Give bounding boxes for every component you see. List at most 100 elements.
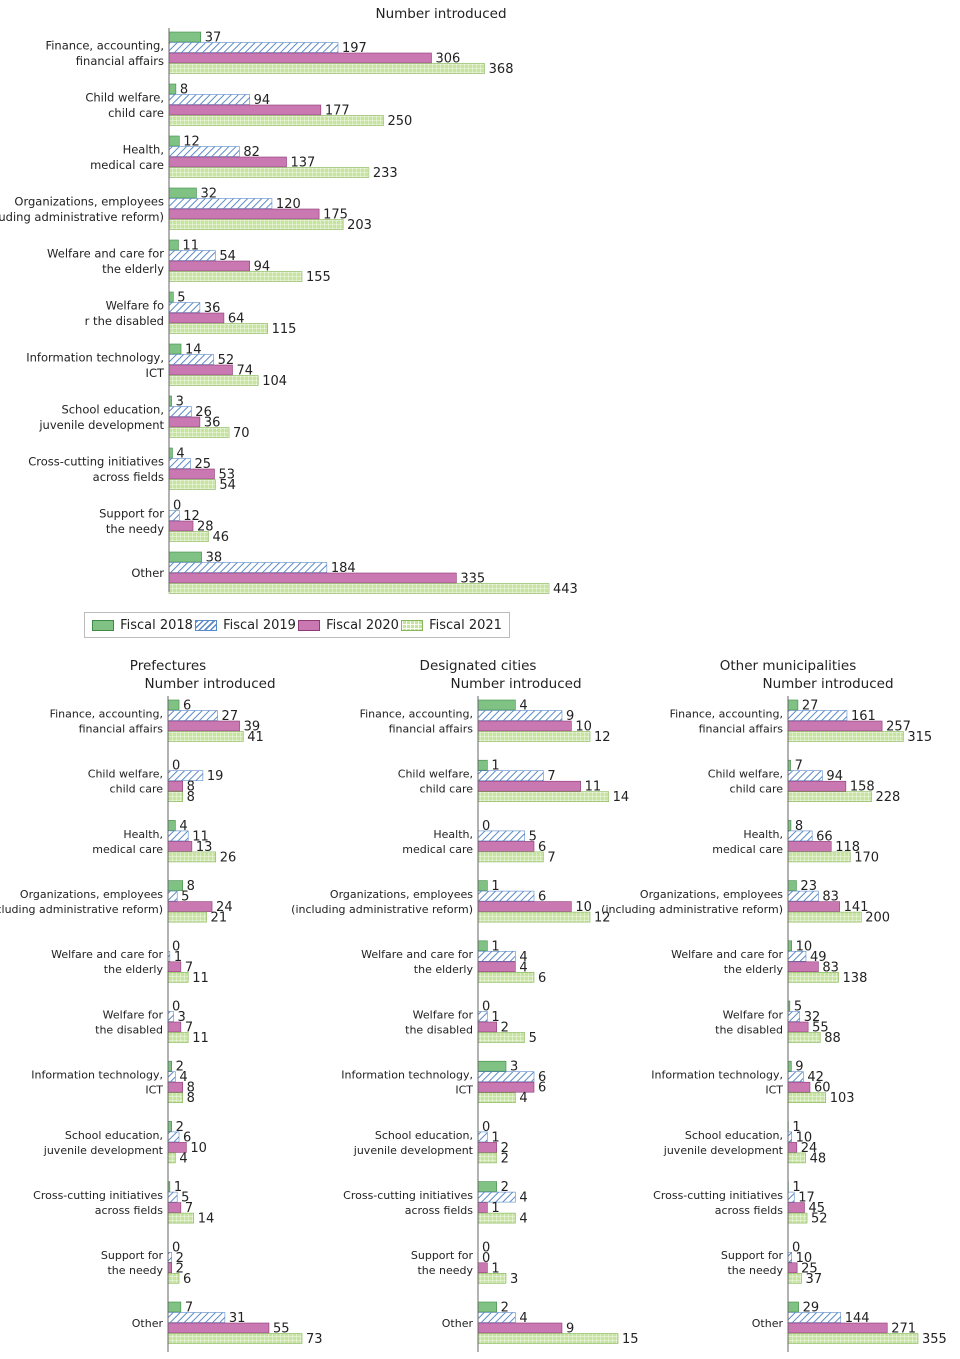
category-label: Information technology, ICT [26,350,165,380]
category-label: Child welfare, child care [85,90,164,120]
bar-fiscal-2018 [168,239,179,251]
data-label-fiscal-2019: 94 [826,769,843,784]
bar-fiscal-2019 [167,890,178,902]
data-label-fiscal-2018: 6 [183,699,191,714]
bar-fiscal-2019 [477,770,544,782]
bar-fiscal-2020 [477,1322,563,1334]
category-group-school-education-juvenile-development: School education, juvenile development 110… [663,1120,826,1167]
data-label-fiscal-2020: 53 [218,468,235,483]
bar-fiscal-2021 [167,731,244,742]
bar-fiscal-2021 [167,1212,194,1224]
data-label-fiscal-2018: 0 [172,1240,180,1255]
category-group-finance-accounting-financial-affairs: Finance, accounting, financial affairs 6 27… [50,699,264,746]
bar-fiscal-2020 [787,780,847,792]
category-group-welfare-and-care-for-the-elderly: Welfare and care for the elderly 1 446 [361,939,546,986]
data-label-fiscal-2019: 161 [851,709,876,724]
category-label: Welfare and care for the elderly [47,246,164,276]
category-group-organizations-employees-including-administrative-reform: Organizations, employees(including admin… [601,879,890,926]
data-label-fiscal-2019: 0 [482,1251,490,1266]
data-label-fiscal-2020: 24 [216,900,233,915]
bar-fiscal-2021 [787,1092,827,1103]
category-group-finance-accounting-financial-affairs: Finance, accounting, financial affairs 37 1… [45,31,513,78]
data-label-fiscal-2019: 4 [179,1070,187,1085]
data-label-fiscal-2020: 7 [185,960,193,975]
category-group-information-technology-ict: Information technology, ICT 3 664 [341,1060,546,1107]
bar-fiscal-2019 [168,510,180,521]
data-label-fiscal-2018: 3 [176,395,184,410]
bar-fiscal-2019 [167,1071,176,1082]
bar-fiscal-2019 [787,890,819,902]
legend-item-fiscal-2018: Fiscal 2018 [92,618,193,633]
data-label-fiscal-2021: 15 [622,1332,639,1347]
data-label-fiscal-2018: 0 [482,819,490,834]
bar-fiscal-2021 [168,271,303,282]
bar-fiscal-2019 [477,1312,516,1323]
bar-fiscal-2019 [787,1071,804,1082]
data-label-fiscal-2020: 6 [538,840,546,855]
bar-fiscal-2020 [168,572,457,584]
data-label-fiscal-2020: 45 [808,1201,825,1216]
category-label: Child welfare, child care [398,768,473,796]
data-label-fiscal-2021: 355 [922,1332,947,1347]
chart-legend: Fiscal 2018 Fiscal 2019 Fiscal 2020 Fisc… [84,612,510,638]
bar-fiscal-2021 [167,971,189,983]
data-label-fiscal-2018: 2 [501,1301,509,1316]
bar-fiscal-2019 [167,770,204,782]
data-label-fiscal-2018: 4 [176,447,184,462]
data-label-fiscal-2018: 2 [501,1180,509,1195]
bar-fiscal-2019 [787,1252,792,1263]
category-label: School education, juvenile development [43,1129,164,1157]
bar-fiscal-2018 [168,83,177,95]
data-label-fiscal-2019: 36 [204,301,221,316]
data-label-fiscal-2019: 27 [222,709,239,724]
data-label-fiscal-2018: 0 [792,1240,800,1255]
data-label-fiscal-2019: 6 [183,1130,191,1145]
bar-fiscal-2021 [477,1212,516,1224]
category-group-finance-accounting-financial-affairs: Finance, accounting, financial affairs 27 1… [670,699,933,746]
category-label: Welfare and care for the elderly [361,948,473,976]
bar-fiscal-2021 [167,1032,189,1043]
bar-fiscal-2020 [167,1202,182,1213]
bar-fiscal-2021 [477,791,609,803]
bar-fiscal-2020 [168,520,194,532]
data-label-fiscal-2021: 228 [875,790,900,805]
data-label-fiscal-2021: 443 [553,582,578,597]
category-group-cross-cutting-initiatives-across-fields: Cross-cutting initiatives across fields 42… [28,447,236,494]
data-label-fiscal-2021: 73 [306,1332,323,1347]
bar-fiscal-2021 [787,731,904,742]
bar-fiscal-2020 [167,841,193,852]
bar-fiscal-2020 [167,720,240,732]
data-label-fiscal-2020: 4 [519,960,527,975]
category-label: School education, juvenile development [663,1129,784,1157]
data-label-fiscal-2018: 2 [176,1120,184,1135]
data-label-fiscal-2019: 6 [538,1070,546,1085]
data-label-fiscal-2021: 4 [519,1212,527,1227]
data-label-fiscal-2021: 115 [272,322,297,337]
data-label-fiscal-2020: 11 [585,780,602,795]
data-label-fiscal-2018: 1 [174,1180,182,1195]
category-label: Support for the needy [99,506,164,536]
data-label-fiscal-2018: 0 [172,1000,180,1015]
category-label: Organizations, employees(including admin… [0,888,163,916]
category-label: Health, medical care [712,828,783,856]
category-label: Cross-cutting initiatives across fields [33,1189,163,1217]
data-label-fiscal-2018: 3 [510,1060,518,1075]
data-label-fiscal-2020: 271 [891,1322,916,1337]
data-label-fiscal-2020: 175 [323,208,348,223]
data-label-fiscal-2020: 8 [187,780,195,795]
bar-fiscal-2021 [167,851,217,863]
bar-fiscal-2021 [477,851,544,863]
data-label-fiscal-2021: 6 [538,971,546,986]
data-label-fiscal-2019: 52 [218,353,235,368]
legend-label: Fiscal 2020 [326,617,399,633]
bar-fiscal-2019 [167,830,189,842]
legend-item-fiscal-2019: Fiscal 2019 [195,618,296,633]
bar-fiscal-2021 [477,1032,525,1043]
bar-fiscal-2019 [167,1131,180,1143]
data-label-fiscal-2021: 37 [806,1272,823,1287]
